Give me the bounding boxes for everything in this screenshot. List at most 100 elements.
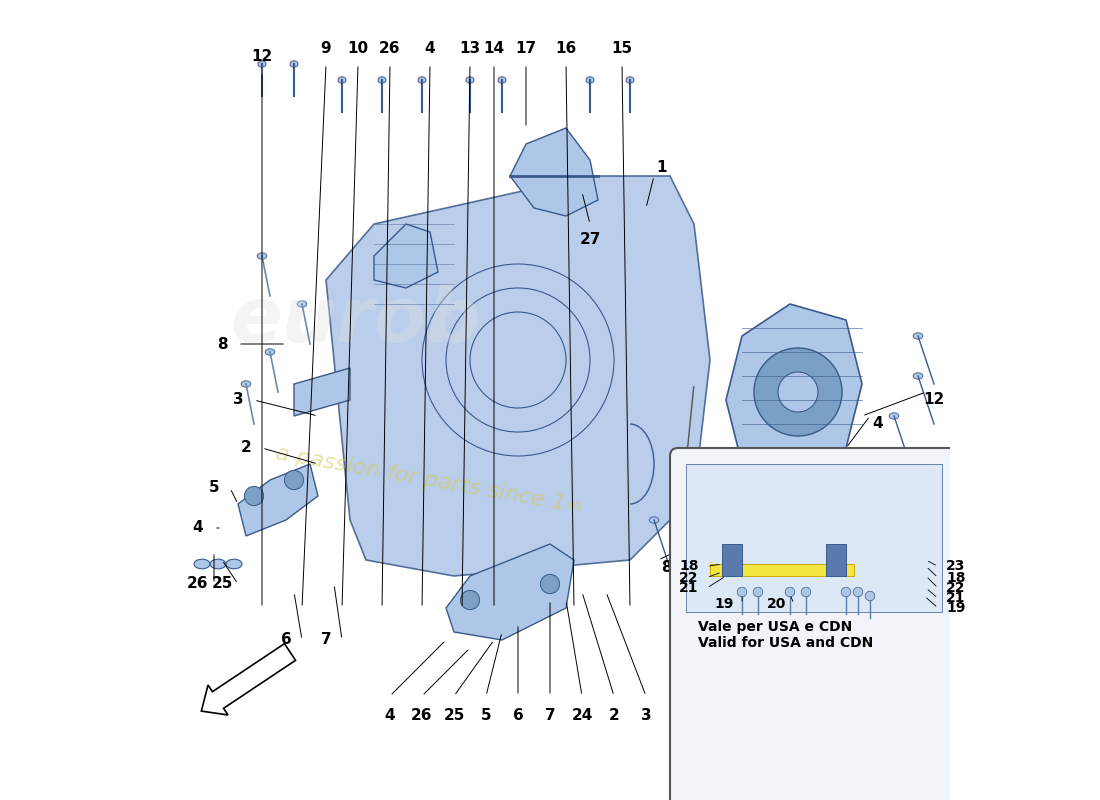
Circle shape xyxy=(785,587,795,597)
Ellipse shape xyxy=(241,381,251,387)
Polygon shape xyxy=(446,544,574,640)
Text: 14: 14 xyxy=(483,41,505,56)
Text: 9: 9 xyxy=(689,561,700,575)
Ellipse shape xyxy=(290,61,298,67)
Text: 26: 26 xyxy=(379,41,400,56)
Text: 26: 26 xyxy=(411,708,432,723)
Text: 23: 23 xyxy=(946,559,966,574)
Text: 16: 16 xyxy=(556,41,576,56)
Text: 9: 9 xyxy=(321,41,331,56)
Text: 26: 26 xyxy=(187,577,209,591)
Circle shape xyxy=(866,591,874,601)
Text: 12: 12 xyxy=(252,49,273,64)
Circle shape xyxy=(842,587,850,597)
Text: 19: 19 xyxy=(715,597,734,611)
Ellipse shape xyxy=(873,461,883,467)
Text: 5: 5 xyxy=(209,481,219,495)
Text: 4: 4 xyxy=(192,521,204,535)
Text: 6: 6 xyxy=(513,708,524,723)
Text: eurob: eurob xyxy=(230,283,481,357)
Text: 21: 21 xyxy=(946,591,966,606)
Text: 3: 3 xyxy=(233,393,243,407)
Polygon shape xyxy=(722,544,742,576)
Text: 8: 8 xyxy=(661,561,671,575)
Text: 12: 12 xyxy=(923,393,945,407)
Ellipse shape xyxy=(913,373,923,379)
Text: 10: 10 xyxy=(348,41,369,56)
Text: 22: 22 xyxy=(946,581,966,595)
Ellipse shape xyxy=(226,559,242,569)
Circle shape xyxy=(540,574,560,594)
Ellipse shape xyxy=(297,301,307,307)
Polygon shape xyxy=(726,304,862,480)
Text: 13: 13 xyxy=(460,41,481,56)
Ellipse shape xyxy=(649,517,659,523)
Text: 20: 20 xyxy=(767,597,786,611)
Ellipse shape xyxy=(586,77,594,83)
Text: 4: 4 xyxy=(425,41,436,56)
Circle shape xyxy=(778,372,818,412)
Ellipse shape xyxy=(257,253,267,259)
Text: 2: 2 xyxy=(608,708,619,723)
Ellipse shape xyxy=(913,333,923,339)
Text: 27: 27 xyxy=(580,232,601,247)
Text: 25: 25 xyxy=(211,577,233,591)
Text: 21: 21 xyxy=(680,581,698,595)
Text: 22: 22 xyxy=(680,570,698,585)
Ellipse shape xyxy=(466,77,474,83)
Circle shape xyxy=(461,590,480,610)
Text: 2: 2 xyxy=(241,441,252,455)
Polygon shape xyxy=(326,176,710,576)
FancyBboxPatch shape xyxy=(686,464,942,612)
Ellipse shape xyxy=(626,77,634,83)
Text: 19: 19 xyxy=(946,601,966,615)
Text: 1: 1 xyxy=(657,161,668,175)
FancyArrow shape xyxy=(201,644,296,715)
Text: 18: 18 xyxy=(680,559,698,574)
Ellipse shape xyxy=(498,77,506,83)
Text: 7: 7 xyxy=(321,633,331,647)
Polygon shape xyxy=(510,128,598,216)
Circle shape xyxy=(737,587,747,597)
Text: 26: 26 xyxy=(756,561,777,575)
Text: 17: 17 xyxy=(516,41,537,56)
Text: 4: 4 xyxy=(385,708,395,723)
FancyBboxPatch shape xyxy=(670,448,958,800)
Text: 4: 4 xyxy=(872,417,883,431)
Text: Vale per USA e CDN: Vale per USA e CDN xyxy=(698,620,852,634)
Ellipse shape xyxy=(258,61,266,67)
Circle shape xyxy=(244,486,264,506)
Circle shape xyxy=(801,587,811,597)
Text: 3: 3 xyxy=(640,708,651,723)
Text: 24: 24 xyxy=(571,708,593,723)
Text: 25: 25 xyxy=(443,708,464,723)
Circle shape xyxy=(285,470,304,490)
Polygon shape xyxy=(294,368,350,416)
Ellipse shape xyxy=(210,559,225,569)
Circle shape xyxy=(754,348,842,436)
Text: 18: 18 xyxy=(946,570,966,585)
Text: Valid for USA and CDN: Valid for USA and CDN xyxy=(698,636,873,650)
Circle shape xyxy=(754,587,762,597)
Ellipse shape xyxy=(889,413,899,419)
Text: 8: 8 xyxy=(217,337,228,351)
Polygon shape xyxy=(374,224,438,288)
Ellipse shape xyxy=(338,77,346,83)
Ellipse shape xyxy=(418,77,426,83)
Text: 7: 7 xyxy=(544,708,556,723)
Ellipse shape xyxy=(265,349,275,355)
Text: 11: 11 xyxy=(715,561,737,575)
Ellipse shape xyxy=(810,517,818,523)
Text: a passion for parts since 1∞: a passion for parts since 1∞ xyxy=(274,443,585,517)
Ellipse shape xyxy=(705,517,715,523)
Polygon shape xyxy=(826,544,846,576)
Text: 15: 15 xyxy=(612,41,632,56)
Circle shape xyxy=(854,587,862,597)
Ellipse shape xyxy=(378,77,386,83)
Ellipse shape xyxy=(194,559,210,569)
Ellipse shape xyxy=(849,493,859,499)
Text: 6: 6 xyxy=(280,633,292,647)
Polygon shape xyxy=(710,564,854,576)
Polygon shape xyxy=(238,464,318,536)
Text: 5: 5 xyxy=(481,708,492,723)
